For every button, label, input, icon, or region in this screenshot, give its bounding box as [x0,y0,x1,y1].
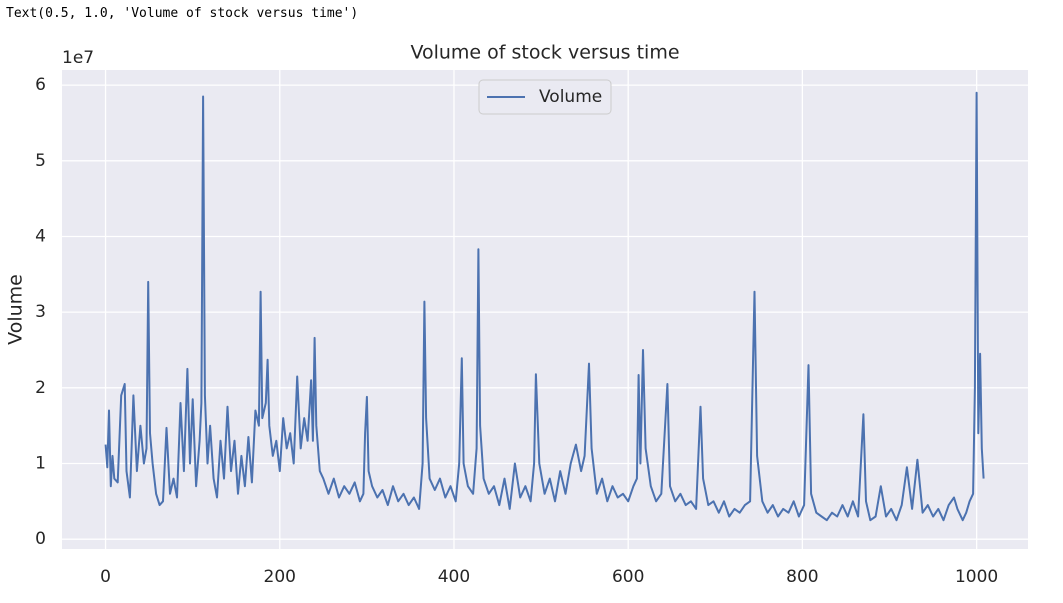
y-tick-label: 6 [35,75,46,95]
data-line [104,91,985,522]
y-offset-label: 1e7 [62,48,94,68]
y-tick-label: 5 [35,151,46,171]
y-tick-label: 2 [35,378,46,398]
x-tick-label: 600 [612,567,644,587]
legend-box [478,79,612,115]
y-tick-label: 3 [35,302,46,322]
y-tick-label: 1 [35,453,46,473]
x-tick-label: 1000 [955,567,998,587]
x-tick-label: 200 [264,567,296,587]
chart-title: Volume of stock versus time [410,42,679,64]
x-tick-label: 800 [786,567,818,587]
legend-label: Volume [539,87,602,107]
x-tick-label: 400 [438,567,470,587]
x-tick-label: 0 [100,567,111,587]
y-axis-label: Volume [5,274,27,345]
plot-area [62,70,1028,549]
y-tick-label: 0 [35,529,46,549]
y-tick-label: 4 [35,226,46,246]
legend: Volume [478,79,612,115]
cell-output: Text(0.5, 1.0, 'Volume of stock versus t… [6,6,359,21]
